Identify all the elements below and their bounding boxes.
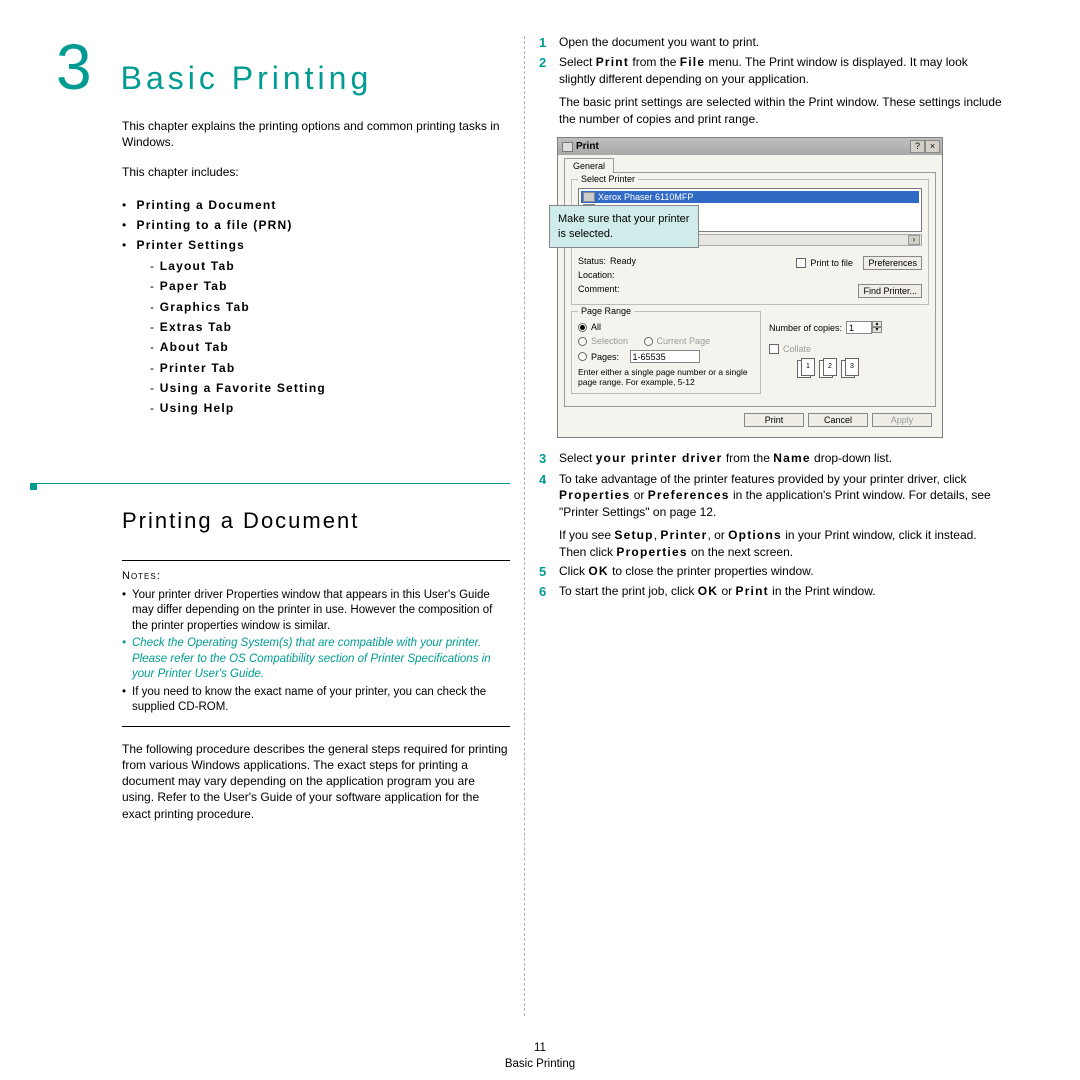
- radio-current-page[interactable]: [644, 337, 653, 346]
- notes-box: Notes: •Your printer driver Properties w…: [122, 560, 510, 727]
- toc-subitem: - Using a Favorite Setting: [150, 378, 510, 398]
- copies-spinner[interactable]: ▴▾: [846, 321, 882, 334]
- dialog-titlebar: Print ? ×: [558, 138, 942, 155]
- tab-general[interactable]: General: [564, 158, 614, 173]
- step-text: Click OK to close the printer properties…: [559, 563, 1003, 580]
- pages-input[interactable]: [630, 350, 700, 363]
- callout-box: Make sure that your printer is selected.: [549, 205, 699, 248]
- collate-icon: 11 22 33: [797, 358, 857, 382]
- paragraph: The following procedure describes the ge…: [122, 741, 510, 822]
- print-dialog: Print ? × General Select Printer Xerox P…: [557, 137, 943, 438]
- page-footer: 11 Basic Printing: [0, 1040, 1080, 1072]
- help-button[interactable]: ?: [910, 140, 925, 153]
- note-text-italic: Check the Operating System(s) that are c…: [132, 636, 510, 683]
- step-text: Open the document you want to print.: [559, 34, 1003, 51]
- print-dialog-figure: Make sure that your printer is selected.…: [557, 137, 943, 438]
- right-column: 1 Open the document you want to print. 2…: [525, 30, 1003, 990]
- footer-title: Basic Printing: [0, 1056, 1080, 1072]
- print-to-file-checkbox[interactable]: [796, 258, 806, 268]
- step-text: Select Print from the File menu. The Pri…: [559, 54, 1003, 88]
- toc-item: • Printer Settings: [122, 235, 510, 255]
- printer-icon: [583, 192, 595, 202]
- copies-label: Number of copies:: [769, 323, 842, 333]
- step-number: 5: [539, 563, 559, 581]
- toc-subitem: - Graphics Tab: [150, 297, 510, 317]
- radio-selection-label: Selection: [591, 336, 628, 346]
- spin-down-icon[interactable]: ▾: [872, 327, 882, 333]
- printer-icon: [562, 142, 573, 152]
- preferences-button[interactable]: Preferences: [863, 256, 922, 270]
- comment-label: Comment:: [578, 284, 620, 294]
- collate-checkbox[interactable]: [769, 344, 779, 354]
- intro-text: This chapter explains the printing optio…: [122, 118, 510, 150]
- toc-subitem: - Extras Tab: [150, 317, 510, 337]
- radio-pages[interactable]: [578, 352, 587, 361]
- step-number: 4: [539, 471, 559, 561]
- step-text: If you see Setup, Printer, or Options in…: [559, 527, 1003, 561]
- dialog-actions: Print Cancel Apply: [564, 407, 936, 431]
- toc-subitem: - Layout Tab: [150, 256, 510, 276]
- steps-list-continued: 3 Select your printer driver from the Na…: [539, 450, 1003, 601]
- toc-subitem: - Printer Tab: [150, 358, 510, 378]
- section-title: Printing a Document: [122, 508, 510, 534]
- location-label: Location:: [578, 270, 615, 280]
- note-text: If you need to know the exact name of yo…: [132, 685, 510, 716]
- scroll-right-icon[interactable]: ›: [908, 235, 920, 245]
- page-number: 11: [0, 1040, 1080, 1056]
- print-button[interactable]: Print: [744, 413, 804, 427]
- toc-item: • Printing a Document: [122, 195, 510, 215]
- step-number: 2: [539, 54, 559, 127]
- page-range-group: Page Range All Selection Current Page Pa…: [571, 311, 761, 394]
- step-number: 1: [539, 34, 559, 52]
- step-number: 3: [539, 450, 559, 468]
- step-text: The basic print settings are selected wi…: [559, 94, 1003, 128]
- radio-all[interactable]: [578, 323, 587, 332]
- apply-button[interactable]: Apply: [872, 413, 932, 427]
- radio-pages-label: Pages:: [591, 352, 619, 362]
- group-legend: Page Range: [578, 306, 634, 316]
- cancel-button[interactable]: Cancel: [808, 413, 868, 427]
- find-printer-button[interactable]: Find Printer...: [858, 284, 922, 298]
- notes-label: Notes:: [122, 569, 510, 584]
- radio-all-label: All: [591, 322, 601, 332]
- step-text: To start the print job, click OK or Prin…: [559, 583, 1003, 600]
- toc-lead: This chapter includes:: [122, 164, 510, 180]
- step-text: Select your printer driver from the Name…: [559, 450, 1003, 467]
- toc-item: • Printing to a file (PRN): [122, 215, 510, 235]
- steps-list: 1 Open the document you want to print. 2…: [539, 34, 1003, 127]
- dialog-title: Print: [576, 141, 599, 152]
- close-button[interactable]: ×: [925, 140, 940, 153]
- note-text: Your printer driver Properties window th…: [132, 588, 510, 635]
- toc-subitem: - Paper Tab: [150, 276, 510, 296]
- status-label: Status:: [578, 256, 606, 266]
- toc-subitem: - Using Help: [150, 398, 510, 418]
- copies-input[interactable]: [846, 321, 872, 334]
- section-rule: [30, 483, 510, 490]
- step-number: 6: [539, 583, 559, 601]
- radio-selection[interactable]: [578, 337, 587, 346]
- collate-label: Collate: [783, 344, 811, 354]
- left-column: 3 Basic Printing This chapter explains t…: [46, 30, 524, 990]
- chapter-heading: 3 Basic Printing: [56, 30, 510, 104]
- print-to-file-label: Print to file: [810, 258, 853, 268]
- chapter-number: 3: [56, 30, 93, 104]
- toc-list: • Printing a Document • Printing to a fi…: [122, 195, 510, 419]
- printer-item-selected[interactable]: Xerox Phaser 6110MFP: [581, 191, 919, 203]
- radio-current-label: Current Page: [657, 336, 711, 346]
- chapter-title: Basic Printing: [121, 60, 373, 97]
- toc-subitem: - About Tab: [150, 337, 510, 357]
- status-value: Ready: [610, 256, 636, 266]
- step-text: To take advantage of the printer feature…: [559, 471, 1003, 521]
- group-legend: Select Printer: [578, 174, 638, 184]
- page: 3 Basic Printing This chapter explains t…: [0, 0, 1080, 1010]
- pages-hint: Enter either a single page number or a s…: [578, 367, 754, 387]
